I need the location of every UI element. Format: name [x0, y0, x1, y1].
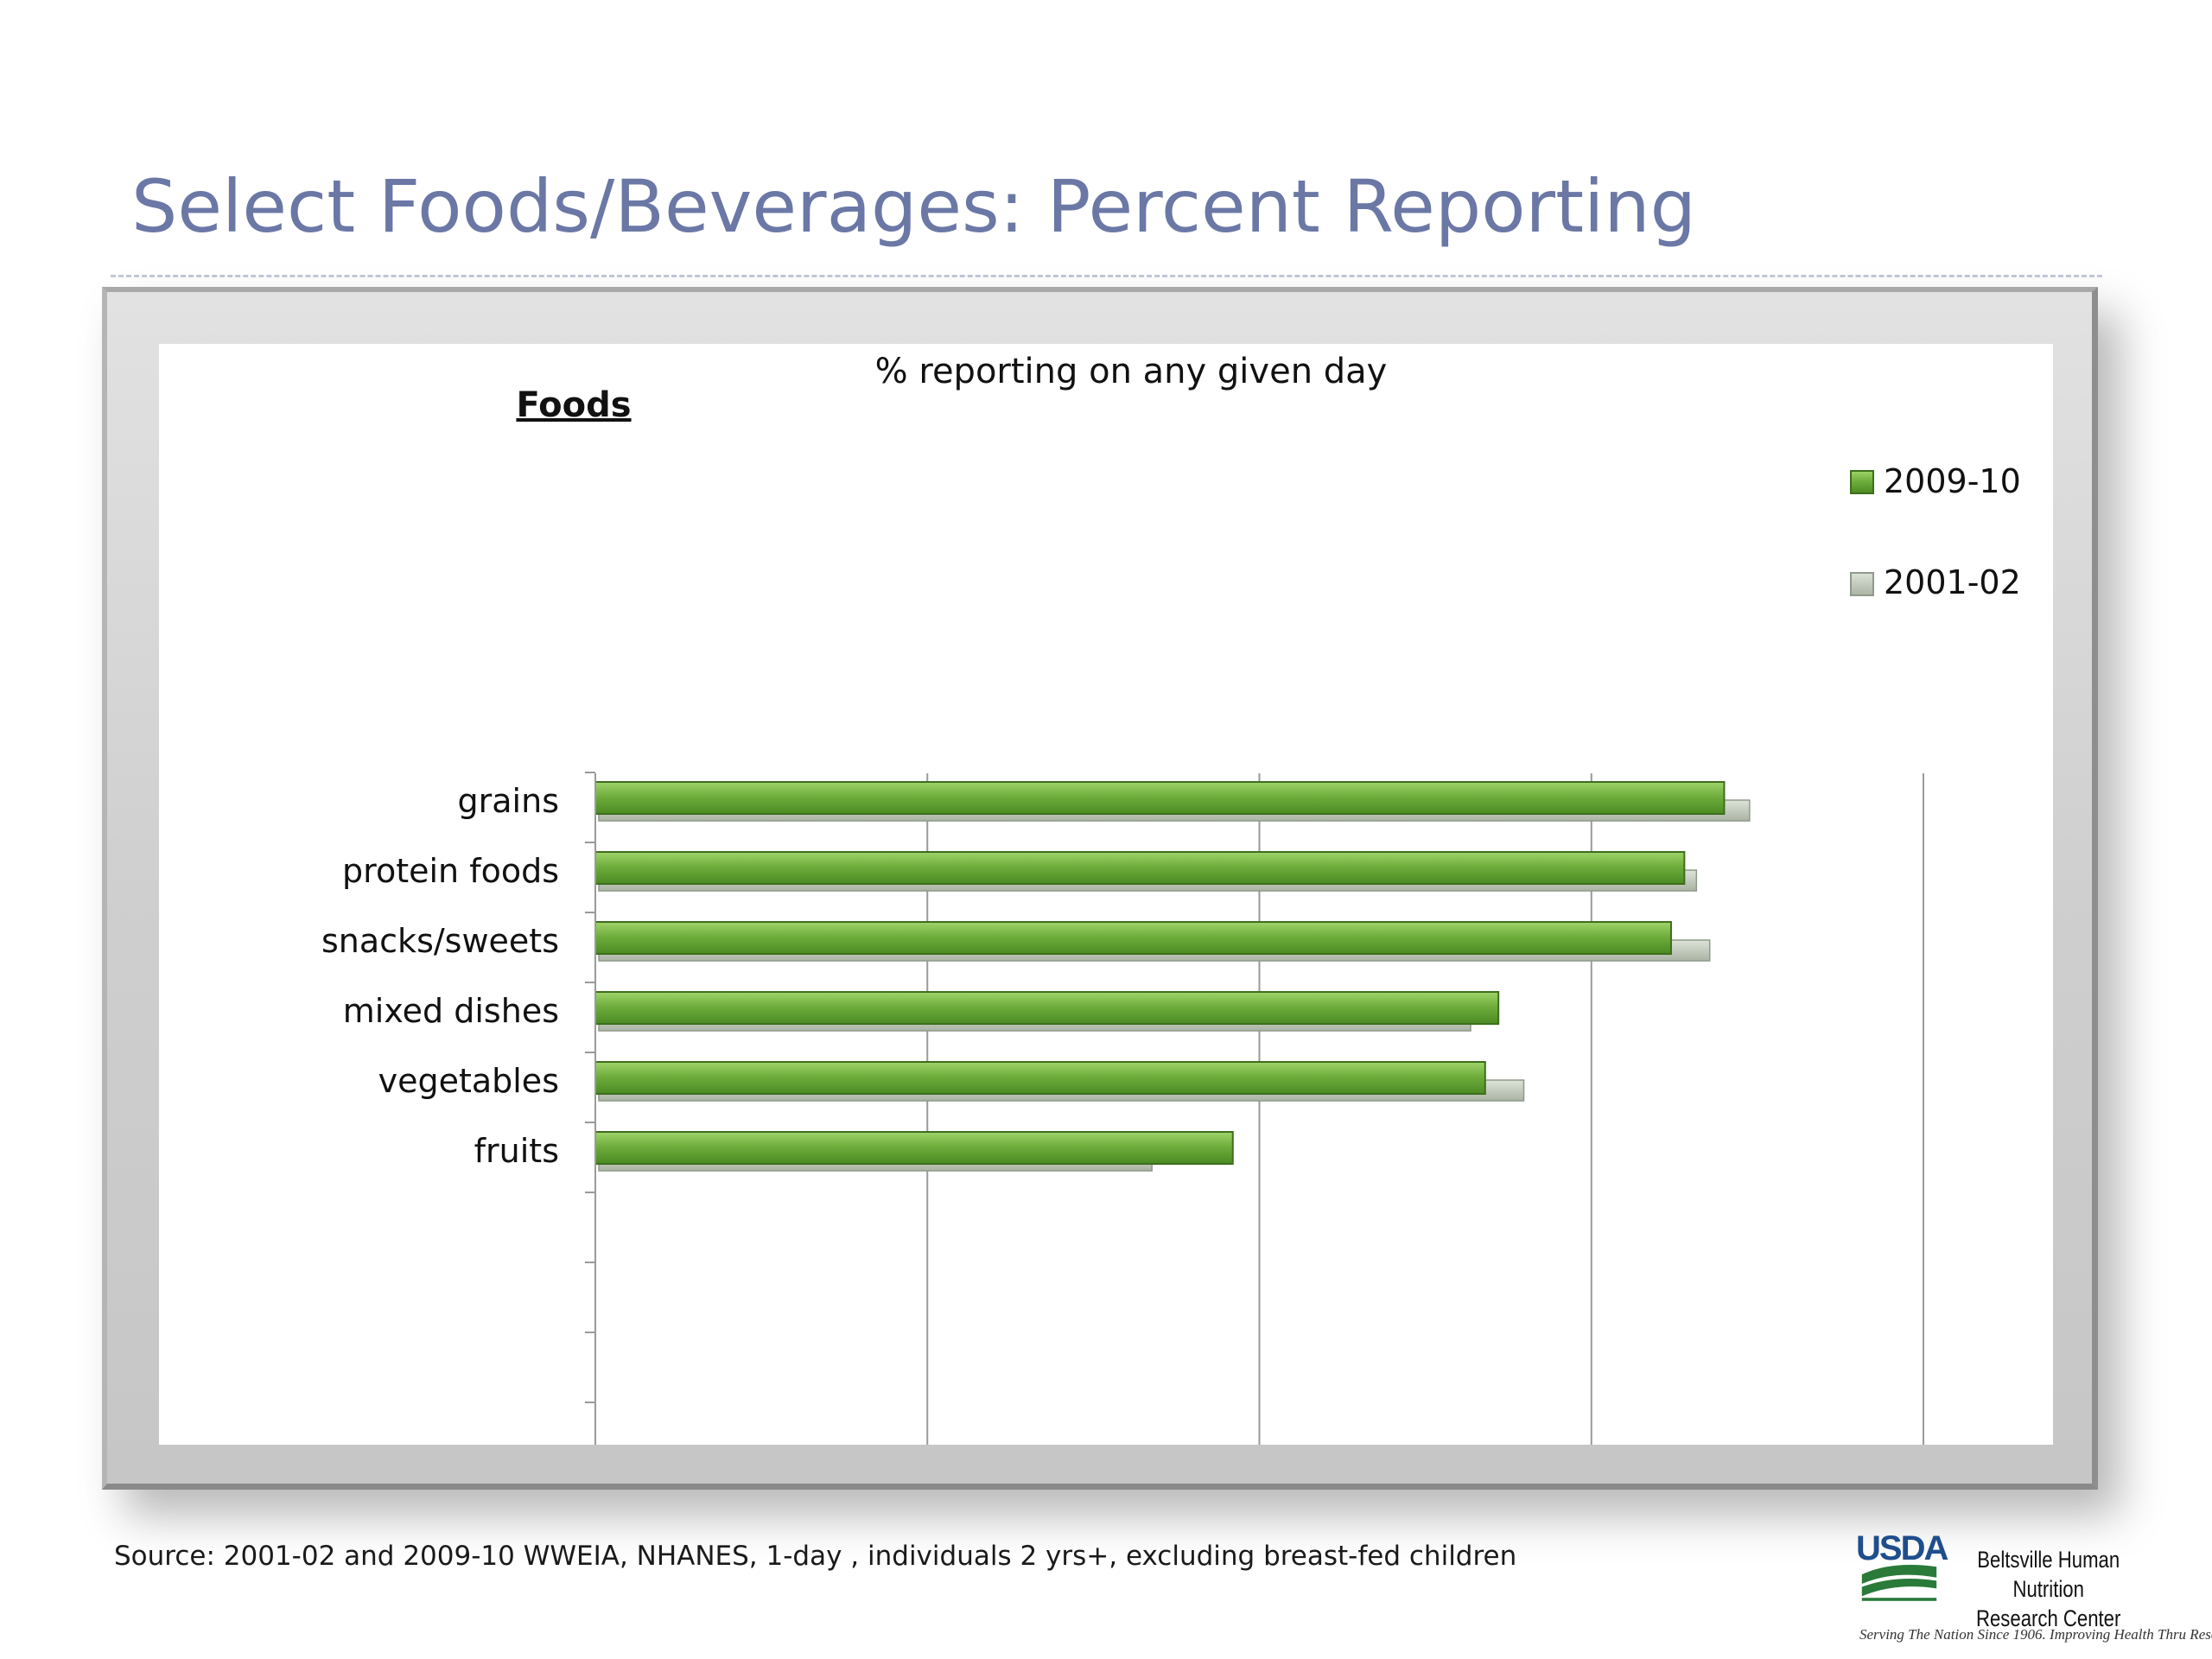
- bar-2009-10: [594, 991, 1500, 1025]
- source-note: Source: 2001-02 and 2009-10 WWEIA, NHANE…: [114, 1541, 1517, 1572]
- bar-2009-10: [594, 851, 1686, 885]
- chart-frame: % reporting on any given dayFoods0255075…: [102, 287, 2098, 1490]
- legend-swatch-2009-10: [1850, 470, 1874, 494]
- category-label: protein foods: [342, 852, 559, 890]
- category-label: vegetables: [378, 1062, 559, 1100]
- slide-title: Select Foods/Beverages: Percent Reportin…: [131, 164, 1696, 249]
- category-label: snacks/sweets: [321, 922, 559, 960]
- bar-2009-10: [594, 1131, 1234, 1165]
- chart-area: % reporting on any given dayFoods0255075…: [159, 344, 2053, 1445]
- bar-2009-10: [594, 781, 1726, 815]
- category-label: grains: [458, 782, 559, 820]
- title-divider: [111, 275, 2102, 277]
- category-label: fruits: [474, 1132, 559, 1170]
- usda-abbrev: USDA: [1856, 1529, 1948, 1567]
- legend-label-2009-10: 2009-10: [1884, 462, 2021, 500]
- bar-2009-10: [594, 1061, 1486, 1095]
- bar-2009-10: [594, 921, 1672, 955]
- legend-swatch-2001-02: [1850, 572, 1874, 596]
- org-name-line2: Research Center: [1976, 1605, 2121, 1631]
- logo-tagline: Serving The Nation Since 1906. Improving…: [1859, 1626, 2212, 1643]
- org-name: Beltsville Human Nutrition Research Cent…: [1953, 1545, 2144, 1633]
- chart-title: % reporting on any given day: [875, 352, 1388, 391]
- legend-label-2001-02: 2001-02: [1884, 563, 2021, 601]
- category-heading: Foods: [516, 385, 631, 425]
- usda-logo-mark: [1861, 1564, 1937, 1601]
- usda-logo: USDA Beltsville Human Nutrition Research…: [1856, 1529, 2212, 1650]
- category-label: mixed dishes: [343, 992, 559, 1030]
- org-name-line1: Beltsville Human Nutrition: [1977, 1547, 2120, 1602]
- bar-chart: % reporting on any given dayFoods0255075…: [321, 352, 2021, 1445]
